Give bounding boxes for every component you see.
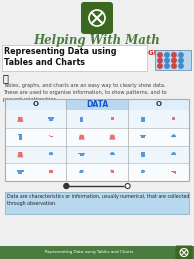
Bar: [82, 117, 83, 122]
Bar: [155, 50, 191, 70]
Circle shape: [165, 53, 169, 57]
Ellipse shape: [49, 152, 53, 155]
Text: Helping With Math: Helping With Math: [34, 34, 160, 47]
Bar: [5, 99, 189, 181]
Bar: [5, 146, 189, 163]
FancyBboxPatch shape: [176, 246, 192, 259]
Bar: [79, 172, 82, 173]
Text: Tables, graphs, and charts are an easy way to clearly show data.
These are used : Tables, graphs, and charts are an easy w…: [3, 83, 166, 102]
Bar: [113, 117, 114, 120]
Bar: [141, 152, 145, 153]
Bar: [173, 171, 176, 173]
Text: Data are characteristics or information, usually numerical, that are collected
t: Data are characteristics or information,…: [7, 194, 189, 206]
Polygon shape: [109, 135, 115, 140]
Bar: [5, 192, 189, 214]
Bar: [110, 154, 115, 155]
Bar: [53, 117, 55, 119]
Bar: [17, 170, 18, 172]
Bar: [111, 170, 112, 173]
Bar: [20, 135, 22, 140]
Bar: [18, 117, 22, 118]
Ellipse shape: [172, 134, 176, 137]
Bar: [143, 117, 145, 122]
Polygon shape: [79, 135, 85, 140]
Bar: [171, 154, 174, 155]
Bar: [49, 170, 53, 171]
Bar: [80, 153, 84, 156]
Bar: [5, 110, 189, 128]
Bar: [175, 172, 176, 174]
Bar: [66, 99, 128, 110]
Bar: [171, 154, 176, 155]
Bar: [18, 134, 22, 135]
Bar: [141, 117, 143, 122]
Text: Representing Data using Tables and Charts: Representing Data using Tables and Chart…: [45, 250, 133, 255]
Circle shape: [179, 64, 183, 68]
Bar: [51, 170, 53, 173]
Bar: [18, 152, 22, 153]
Ellipse shape: [172, 152, 176, 155]
Text: O: O: [33, 102, 39, 107]
Text: DATA: DATA: [86, 100, 108, 109]
Bar: [145, 135, 146, 136]
Bar: [111, 117, 112, 120]
Bar: [48, 117, 49, 119]
Circle shape: [125, 183, 130, 189]
FancyBboxPatch shape: [81, 2, 113, 34]
Circle shape: [158, 58, 162, 63]
Bar: [0, 246, 194, 259]
Circle shape: [64, 183, 69, 189]
Bar: [5, 128, 189, 146]
Bar: [141, 153, 143, 157]
Bar: [139, 135, 141, 136]
Text: GRADE 1: GRADE 1: [148, 50, 182, 56]
Bar: [49, 135, 50, 136]
Circle shape: [179, 53, 183, 57]
Text: 💡: 💡: [3, 73, 9, 83]
Bar: [5, 163, 189, 181]
Polygon shape: [17, 117, 23, 122]
Polygon shape: [17, 153, 23, 157]
Circle shape: [165, 64, 169, 68]
Bar: [110, 154, 113, 155]
Bar: [22, 170, 24, 172]
Bar: [48, 154, 54, 155]
Bar: [110, 170, 114, 171]
Text: O: O: [155, 102, 161, 107]
Bar: [49, 170, 51, 173]
Ellipse shape: [141, 170, 145, 173]
Bar: [141, 135, 145, 138]
Bar: [171, 136, 176, 137]
Circle shape: [172, 58, 176, 63]
Ellipse shape: [110, 152, 114, 155]
Bar: [50, 136, 53, 137]
Circle shape: [172, 64, 176, 68]
Bar: [48, 154, 51, 155]
Ellipse shape: [80, 170, 84, 173]
Circle shape: [165, 58, 169, 63]
Bar: [140, 172, 143, 173]
Bar: [5, 99, 189, 181]
Circle shape: [172, 53, 176, 57]
Circle shape: [179, 58, 183, 63]
Bar: [2, 45, 147, 71]
Bar: [49, 117, 53, 121]
Bar: [18, 170, 22, 174]
Bar: [84, 153, 85, 154]
Bar: [80, 117, 81, 122]
Circle shape: [158, 64, 162, 68]
Bar: [128, 99, 189, 110]
Bar: [78, 153, 80, 154]
Bar: [19, 135, 20, 140]
Bar: [172, 117, 174, 120]
Circle shape: [158, 53, 162, 57]
Text: Representing Data using
Tables and Charts: Representing Data using Tables and Chart…: [4, 47, 117, 67]
Bar: [143, 153, 145, 157]
Bar: [5, 99, 66, 110]
Bar: [174, 117, 175, 120]
Bar: [113, 170, 114, 173]
